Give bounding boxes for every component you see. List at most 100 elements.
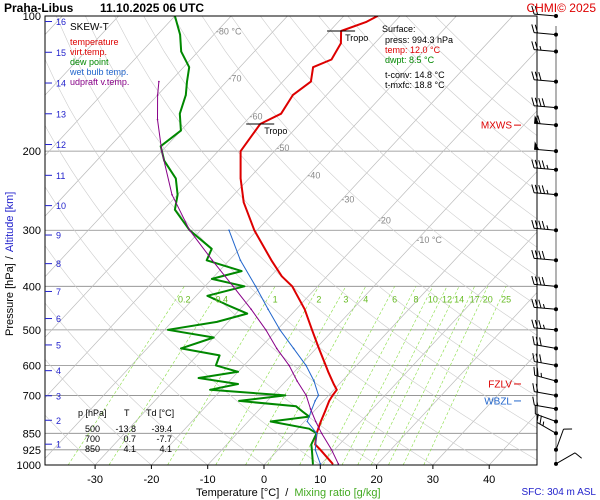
temp-tick-label: 0 [261, 474, 267, 486]
series-temperature [239, 16, 379, 465]
altitude-tick-label: 16 [56, 17, 66, 27]
data-point [161, 150, 163, 152]
data-point [210, 248, 213, 250]
data-point [179, 33, 181, 36]
mixing-ratio-label: 20 [483, 294, 493, 304]
data-point [275, 347, 278, 350]
data-point [331, 463, 334, 465]
mixing-ratio-line [67, 286, 185, 465]
data-point [314, 400, 316, 402]
isotherm-line [376, 292, 537, 465]
mixing-ratio-line [245, 286, 347, 465]
barb-flag [531, 319, 535, 329]
barb-staff [534, 361, 557, 366]
data-point [296, 380, 298, 382]
table-row-td: -39.4 [151, 424, 172, 434]
wind-barb [554, 428, 573, 452]
barb-staff [534, 306, 557, 310]
barb-flag [534, 159, 539, 169]
data-point [330, 58, 333, 61]
ylabel-pressure: Pressure [hPa] [4, 263, 16, 336]
barb-flag [541, 185, 546, 194]
data-point [171, 193, 173, 196]
data-point [303, 308, 306, 311]
barb-flag [535, 383, 539, 393]
barb-flag [538, 250, 542, 260]
surface-tconv: t-conv: 14.8 °C [385, 70, 445, 80]
wind-barb [531, 299, 558, 312]
grid-layer [45, 16, 537, 465]
barb-flag [541, 250, 546, 260]
temp-tick-label: -10 [200, 474, 216, 486]
dry-adiabat [172, 16, 537, 366]
wind-barbs [531, 5, 582, 466]
table-header-p: p [hPa] [78, 408, 107, 418]
altitude-tick-label: 4 [56, 366, 61, 376]
barb-flag [541, 98, 546, 107]
table-row-p: 500 [85, 424, 100, 434]
wind-barb [531, 5, 558, 18]
barb-flag [539, 415, 542, 425]
barb-staff [534, 227, 557, 231]
mixing-ratio-label: 8 [413, 294, 418, 304]
barb-staff [534, 192, 557, 196]
isotherm-line [320, 231, 537, 465]
data-point [330, 449, 333, 451]
barb-flag [531, 97, 535, 106]
data-point [156, 94, 159, 96]
wind-barb [531, 250, 558, 263]
barb-staff [534, 13, 557, 17]
wind-barb [531, 71, 558, 84]
dry-adiabat [85, 16, 537, 461]
data-point [240, 270, 243, 272]
barb-flag [534, 41, 539, 51]
barb-flag [534, 319, 539, 329]
barb-flag [532, 336, 535, 345]
temp-tick-label: -30 [87, 474, 103, 486]
pressure-tick-label: 600 [23, 360, 41, 372]
barb-staff [534, 327, 557, 331]
barb-flag [534, 220, 539, 229]
temp-tick-label: 40 [483, 474, 495, 486]
data-point [267, 308, 269, 311]
mixing-ratio-line [423, 286, 507, 465]
temp-tick-label: 20 [370, 474, 382, 486]
data-point [310, 443, 313, 446]
mixing-ratio-label: 12 [442, 294, 452, 304]
data-point [180, 129, 182, 132]
data-point [186, 80, 188, 83]
data-point [180, 347, 182, 350]
mixing-ratio-label: 4 [363, 294, 368, 304]
barb-staff [534, 167, 557, 171]
marker-label: WBZL [484, 396, 512, 407]
table-header-t: T [124, 408, 130, 418]
data-point [317, 394, 320, 397]
data-point [188, 66, 190, 68]
data-point [320, 420, 322, 423]
data-point [167, 329, 169, 331]
data-point [305, 394, 308, 397]
data-point [158, 80, 160, 83]
barb-flag [534, 276, 539, 285]
wind-barb [531, 97, 558, 110]
barb-flag [534, 184, 539, 194]
legend-wet-bulb: wet bulb temp. [69, 67, 129, 77]
altitude-tick-label: 13 [56, 109, 66, 119]
ylabel-altitude: Altitude [km] [4, 192, 16, 253]
barb-flag [534, 250, 539, 259]
data-point [239, 177, 242, 180]
barb-flag [539, 337, 542, 346]
surface-press: press: 994.3 hPa [385, 35, 453, 45]
data-point [340, 42, 342, 45]
altitude-tick-label: 6 [56, 314, 61, 324]
barb-flag [531, 276, 535, 285]
isotherm-label: -20 [378, 216, 391, 226]
barb-flag [531, 159, 535, 168]
data-point [180, 50, 182, 53]
altitude-tick-label: 9 [56, 231, 61, 241]
data-point [239, 259, 242, 262]
barb-flag [534, 299, 539, 308]
wind-barb [531, 24, 558, 37]
barb-flag [531, 219, 535, 229]
wind-barb [534, 141, 558, 154]
